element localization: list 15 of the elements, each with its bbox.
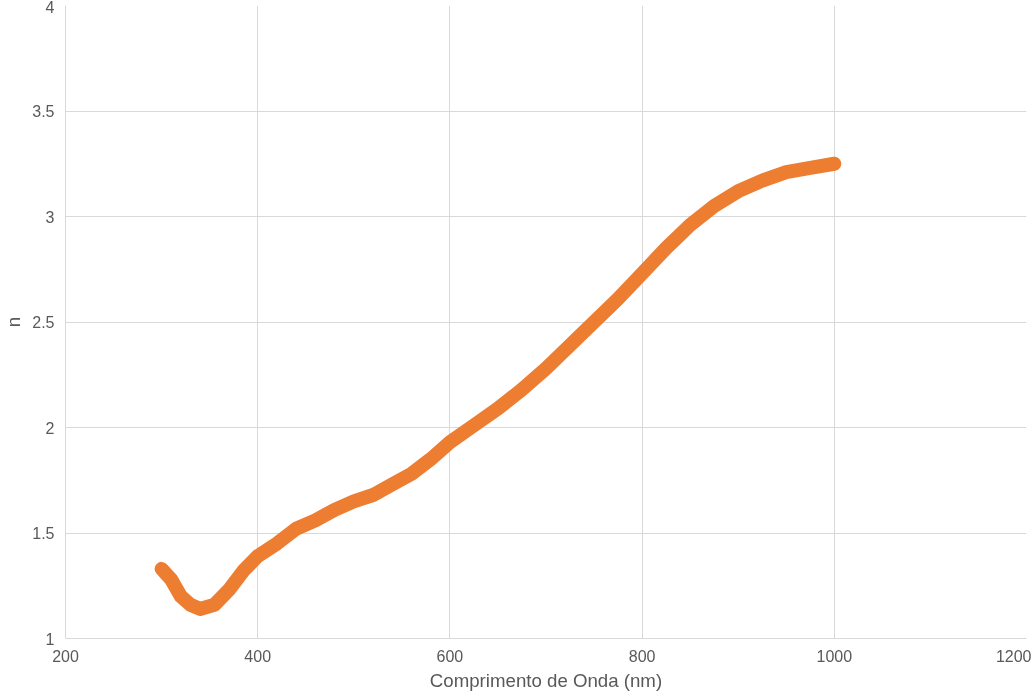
x-tick-label: 400 (244, 647, 272, 665)
y-tick-label: 3 (45, 208, 55, 226)
y-tick-label: 4 (45, 0, 55, 16)
x-axis-title: Comprimento de Onda (nm) (429, 669, 663, 691)
y-tick-label: 2.5 (32, 314, 55, 331)
y-tick-label: 3.5 (32, 103, 55, 120)
y-tick-label: 2 (45, 419, 55, 437)
x-tick-label: 800 (628, 647, 656, 665)
x-tick-label: 1000 (816, 647, 853, 665)
y-tick-label: 1 (45, 630, 55, 648)
x-tick-label: 200 (52, 647, 79, 665)
x-tick-label: 1200 (995, 647, 1031, 665)
x-tick-label: 600 (436, 647, 464, 665)
y-tick-label: 1.5 (32, 525, 55, 542)
y-axis-title: n (3, 316, 25, 328)
